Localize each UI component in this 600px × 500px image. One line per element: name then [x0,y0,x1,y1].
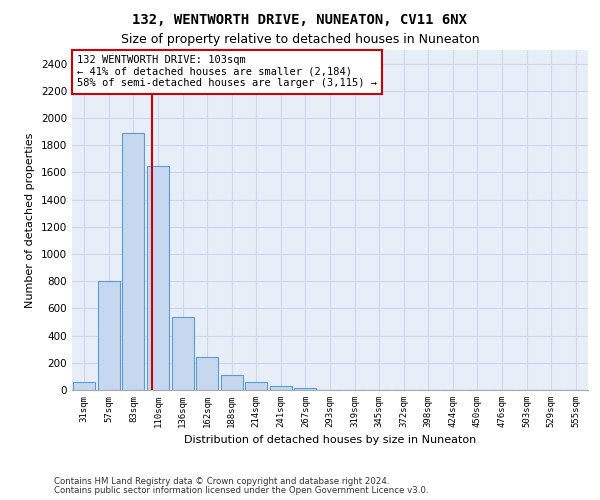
X-axis label: Distribution of detached houses by size in Nuneaton: Distribution of detached houses by size … [184,436,476,446]
Text: Size of property relative to detached houses in Nuneaton: Size of property relative to detached ho… [121,32,479,46]
Text: Contains public sector information licensed under the Open Government Licence v3: Contains public sector information licen… [54,486,428,495]
Text: 132, WENTWORTH DRIVE, NUNEATON, CV11 6NX: 132, WENTWORTH DRIVE, NUNEATON, CV11 6NX [133,12,467,26]
Bar [270,386,292,390]
Bar [196,358,218,390]
Bar [172,317,194,390]
Text: Contains HM Land Registry data © Crown copyright and database right 2024.: Contains HM Land Registry data © Crown c… [54,477,389,486]
Bar [98,281,120,390]
Y-axis label: Number of detached properties: Number of detached properties [25,132,35,308]
Bar [73,382,95,390]
Bar [147,166,169,390]
Bar [221,376,243,390]
Bar [122,133,145,390]
Bar [245,382,268,390]
Bar [295,388,316,390]
Text: 132 WENTWORTH DRIVE: 103sqm
← 41% of detached houses are smaller (2,184)
58% of : 132 WENTWORTH DRIVE: 103sqm ← 41% of det… [77,55,377,88]
